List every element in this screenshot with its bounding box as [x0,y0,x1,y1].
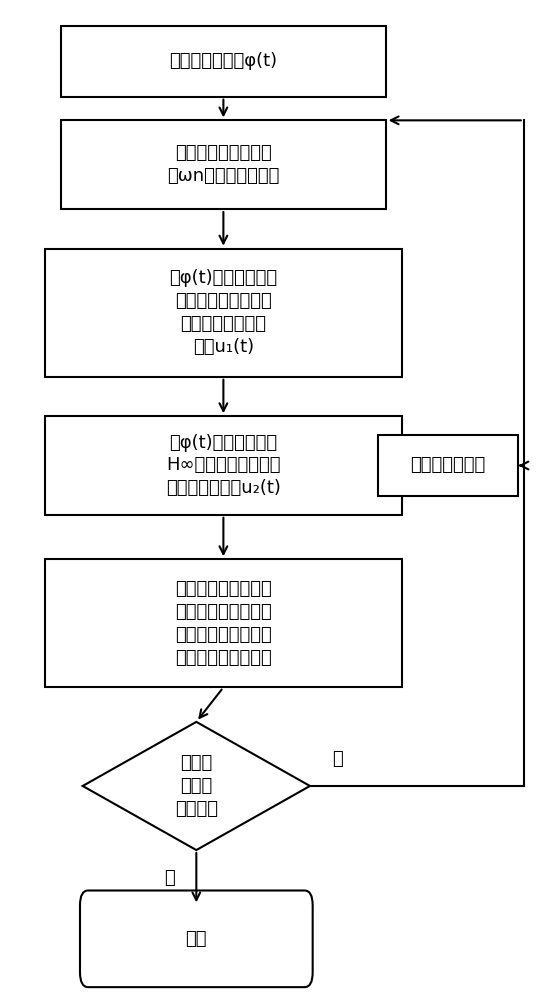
Text: 以φ(t)为输入，应用
H∞控制算法计算舵减
摇回路控制输出u₂(t): 以φ(t)为输入，应用 H∞控制算法计算舵减 摇回路控制输出u₂(t) [166,434,281,497]
Text: 调整控制参数值: 调整控制参数值 [410,456,486,474]
Polygon shape [83,722,310,850]
Bar [45,559,402,687]
Text: 以φ(t)为输入，应用
可调参数控制算法计
算减摇鳍回路控制
输出u₁(t): 以φ(t)为输入，应用 可调参数控制算法计 算减摇鳍回路控制 输出u₁(t) [169,269,278,356]
Bar [45,416,402,515]
Text: 是: 是 [164,869,175,887]
Text: 否: 否 [332,750,342,768]
Bar [45,249,402,377]
Bar [61,26,386,97]
Text: 根据舵鳍联合减摇对
象模型及合成的舵、
鳍控制作用绘制系统
开环及闭环频率特性: 根据舵鳍联合减摇对 象模型及合成的舵、 鳍控制作用绘制系统 开环及闭环频率特性 [175,580,272,667]
Text: 结束: 结束 [185,930,207,948]
Bar [61,120,386,209]
Bar [377,435,518,496]
Text: 判断是
否满足
指标要求: 判断是 否满足 指标要求 [175,754,218,818]
Text: 采集横摇角信号φ(t): 采集横摇角信号φ(t) [169,52,278,70]
Text: 设定船舶横摇谐振频
率ωn及控制参数初值: 设定船舶横摇谐振频 率ωn及控制参数初值 [167,144,280,185]
FancyBboxPatch shape [80,891,312,987]
